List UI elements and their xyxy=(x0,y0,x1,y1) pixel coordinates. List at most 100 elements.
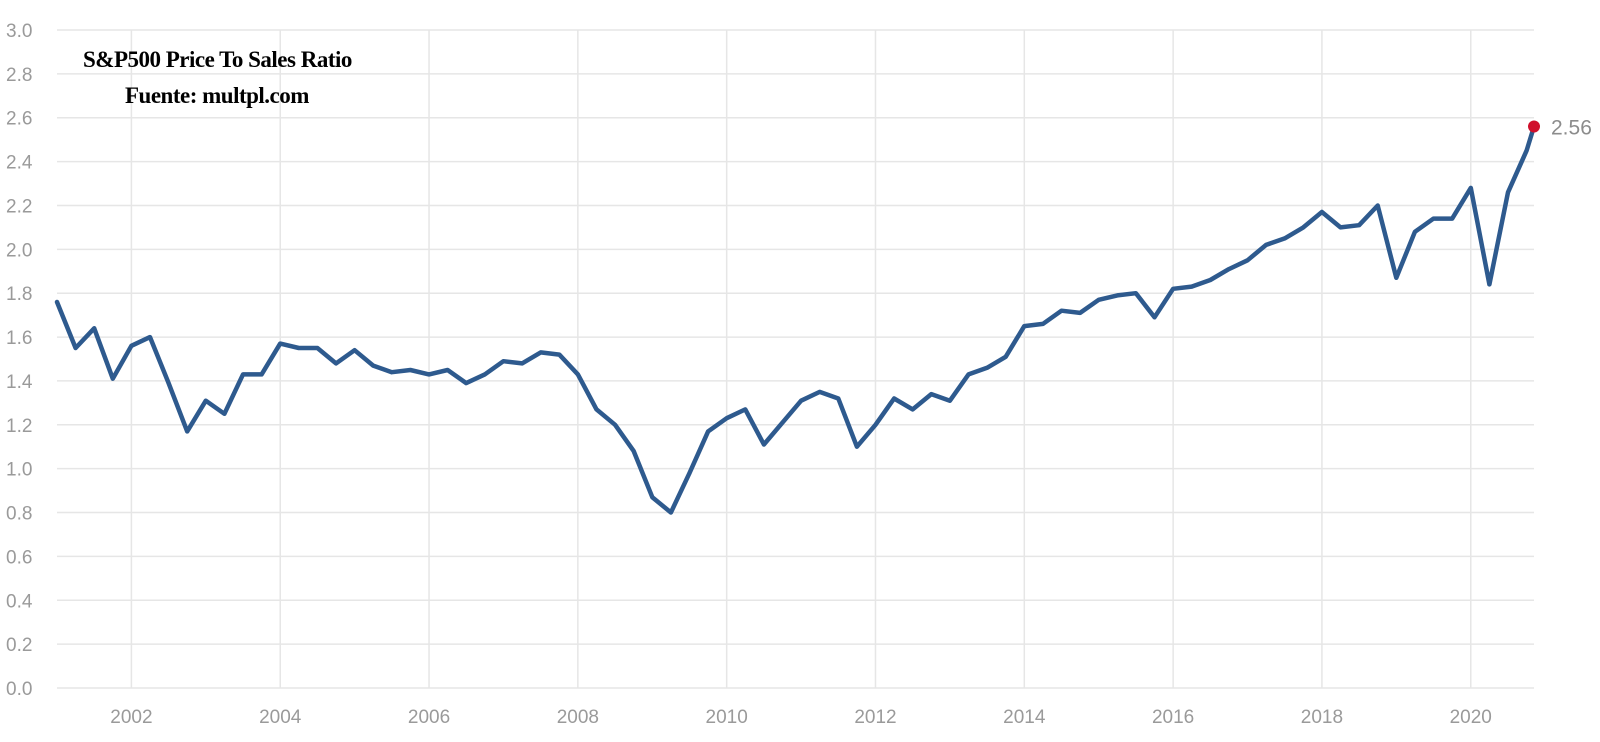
x-tick-label: 2006 xyxy=(408,707,450,728)
data-point xyxy=(167,381,171,385)
data-point xyxy=(1060,309,1064,313)
series-layer xyxy=(54,124,1537,515)
data-point xyxy=(762,443,766,447)
data-point xyxy=(483,372,487,376)
data-point xyxy=(74,346,78,350)
data-point xyxy=(1320,210,1324,214)
data-point xyxy=(557,353,561,357)
data-point xyxy=(204,399,208,403)
series-line xyxy=(54,124,1537,515)
data-point xyxy=(111,377,115,381)
y-tick-label: 0.0 xyxy=(6,679,32,700)
data-point xyxy=(836,396,840,400)
data-point xyxy=(334,361,338,365)
data-point xyxy=(464,381,468,385)
data-point xyxy=(1227,267,1231,271)
x-tick-label: 2010 xyxy=(706,707,748,728)
last-value-label: 2.56 xyxy=(1551,117,1592,140)
data-point xyxy=(1115,293,1119,297)
data-point xyxy=(408,368,412,372)
data-point xyxy=(1078,311,1082,315)
data-point xyxy=(1190,285,1194,289)
data-point xyxy=(539,350,543,354)
data-point xyxy=(855,445,859,449)
data-point xyxy=(1264,243,1268,247)
data-point xyxy=(260,372,264,376)
data-point xyxy=(1134,291,1138,295)
data-point xyxy=(576,372,580,376)
data-point xyxy=(929,392,933,396)
data-point xyxy=(706,429,710,433)
data-point xyxy=(1022,324,1026,328)
y-tick-label: 0.4 xyxy=(6,591,33,612)
data-point xyxy=(1301,225,1305,229)
end-point-layer: 2.56 xyxy=(1528,117,1592,140)
y-tick-label: 3.0 xyxy=(6,21,32,42)
data-point xyxy=(278,342,282,346)
data-point xyxy=(1246,258,1250,262)
data-point xyxy=(1432,217,1436,221)
data-point xyxy=(873,423,877,427)
data-point xyxy=(985,366,989,370)
data-point xyxy=(911,407,915,411)
data-point xyxy=(1171,287,1175,291)
data-point xyxy=(446,368,450,372)
data-point xyxy=(1394,276,1398,280)
data-point xyxy=(1283,236,1287,240)
data-point xyxy=(501,359,505,363)
data-point xyxy=(315,346,319,350)
data-point xyxy=(632,449,636,453)
data-point xyxy=(185,429,189,433)
y-tick-label: 1.2 xyxy=(6,416,32,437)
chart-title: S&P500 Price To Sales Ratio xyxy=(83,47,352,72)
data-point xyxy=(725,416,729,420)
data-point xyxy=(1208,278,1212,282)
data-point xyxy=(1339,225,1343,229)
y-tick-label: 0.8 xyxy=(6,504,32,525)
data-point xyxy=(1041,322,1045,326)
x-gridlines xyxy=(130,30,1472,688)
y-tick-label: 2.4 xyxy=(6,153,33,174)
y-tick-label: 1.6 xyxy=(6,328,32,349)
data-point xyxy=(92,326,96,330)
x-tick-label: 2016 xyxy=(1152,707,1194,728)
data-point xyxy=(520,361,524,365)
data-point xyxy=(892,396,896,400)
data-point xyxy=(390,370,394,374)
y-tick-label: 1.8 xyxy=(6,284,32,305)
data-point xyxy=(241,372,245,376)
data-point xyxy=(1004,355,1008,359)
data-point xyxy=(1097,298,1101,302)
y-tick-label: 1.0 xyxy=(6,460,32,481)
y-tick-label: 0.2 xyxy=(6,635,32,656)
data-point xyxy=(594,407,598,411)
data-point xyxy=(966,372,970,376)
data-point xyxy=(1469,186,1473,190)
data-point xyxy=(1376,203,1380,207)
data-point xyxy=(55,300,59,304)
data-point xyxy=(650,495,654,499)
data-point xyxy=(1357,223,1361,227)
x-tick-label: 2008 xyxy=(557,707,599,728)
data-point xyxy=(1506,190,1510,194)
y-axis-tick-labels: 0.0 0.2 0.4 0.6 0.8 1.0 1.2 1.4 1.6 1.8 2.0 2.2 2.4 2… xyxy=(6,21,33,700)
data-point xyxy=(427,372,431,376)
x-axis-tick-labels: 2002 2004 2006 2008 2010 2012 2014 2016 2018 2020 xyxy=(110,707,1492,728)
data-point xyxy=(687,471,691,475)
x-tick-label: 2002 xyxy=(110,707,152,728)
y-gridlines xyxy=(57,29,1534,689)
data-point xyxy=(818,390,822,394)
data-point xyxy=(1153,315,1157,319)
x-tick-label: 2014 xyxy=(1003,707,1046,728)
x-tick-label: 2018 xyxy=(1301,707,1343,728)
x-tick-label: 2020 xyxy=(1450,707,1492,728)
data-point xyxy=(222,412,226,416)
data-point xyxy=(129,344,133,348)
data-point xyxy=(1525,149,1529,153)
x-tick-label: 2004 xyxy=(259,707,302,728)
chart-subtitle: Fuente: multpl.com xyxy=(125,83,309,108)
data-point xyxy=(1450,217,1454,221)
data-point xyxy=(613,423,617,427)
data-point xyxy=(353,348,357,352)
